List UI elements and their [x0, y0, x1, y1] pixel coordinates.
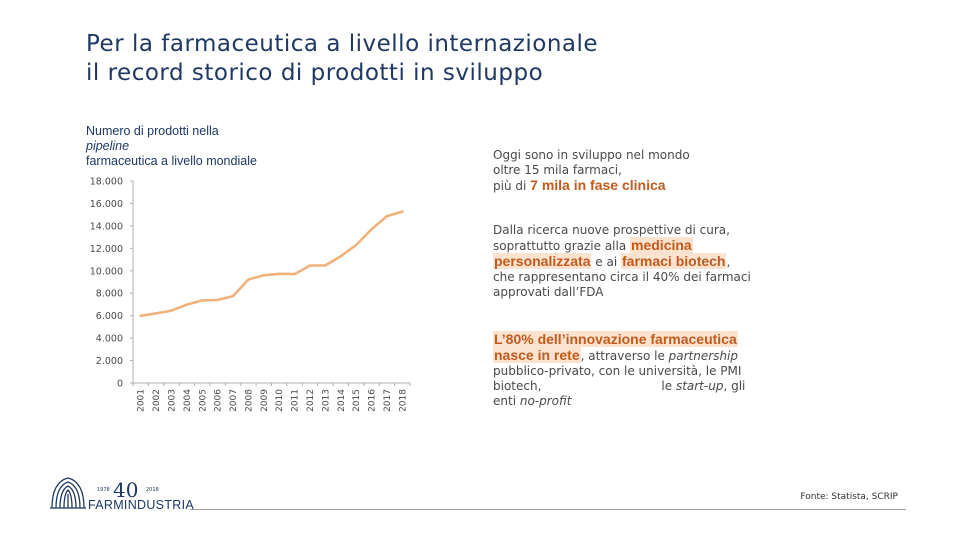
caption-text: Numero di prodotti nella [86, 124, 219, 138]
p2-line-2: soprattutto grazie alla medicina [493, 237, 793, 254]
p1-line-2: oltre 15 mila farmaci, [493, 163, 622, 177]
x-tick-label: 2006 [214, 389, 224, 412]
data-point [170, 309, 173, 312]
y-tick-label: 12.000 [90, 244, 123, 255]
p3-line-3: pubblico-privato, con le università, le … [493, 364, 742, 378]
data-point [155, 312, 157, 315]
x-tick-label: 2017 [383, 389, 393, 412]
y-tick-label: 10.000 [90, 266, 123, 277]
chart-caption: Numero di prodotti nella pipeline farmac… [86, 124, 346, 169]
logo-anniversary-number: 40 [113, 478, 139, 502]
x-tick-label: 2018 [398, 389, 408, 412]
p3-line-5: enti no-profit [493, 394, 793, 409]
x-tick-label: 2009 [260, 389, 270, 412]
p2-text: soprattutto grazie alla [493, 239, 631, 253]
info-paragraph-3: L’80% dell’innovazione farmaceutica nasc… [493, 331, 793, 409]
data-point [139, 314, 142, 317]
logo-year-start: 1978 [97, 487, 110, 493]
p3-le: le [661, 379, 676, 393]
x-tick-label: 2008 [244, 389, 254, 412]
x-tick-label: 2001 [137, 389, 147, 412]
caption-italic: pipeline [86, 139, 130, 153]
y-tick-label: 18.000 [90, 177, 123, 188]
title-line-2: il record storico di prodotti in svilupp… [86, 60, 544, 86]
footer-divider [190, 509, 906, 510]
highlight-medicina: medicina [630, 237, 693, 253]
p3-enti: enti [493, 394, 520, 408]
x-tick-label: 2003 [167, 389, 177, 412]
chart-caption-line-2: farmaceutica a livello mondiale [86, 154, 257, 168]
x-tick-label: 2002 [152, 389, 162, 412]
highlight-personalizzata: personalizzata [493, 253, 592, 269]
data-point [309, 264, 311, 267]
p3-gli: , gli [723, 379, 746, 393]
logo-year-end: 2018 [146, 487, 159, 493]
p1-text: più di [493, 179, 531, 193]
info-paragraph-1: Oggi sono in sviluppo nel mondo oltre 15… [493, 148, 793, 194]
p3-italic-startup: start-up [675, 379, 724, 393]
data-point [278, 273, 280, 275]
source-note: Fonte: Statista, SCRIP [800, 492, 898, 502]
data-point [263, 274, 265, 277]
highlight-farmaci-biotech: farmaci biotech [621, 253, 727, 269]
highlight-innovazione: L’80% dell’innovazione farmaceutica [493, 331, 738, 347]
y-tick-label: 6.000 [96, 311, 123, 322]
p3-line-4: biotech, le start-up, gli [493, 379, 793, 394]
x-tick-label: 2015 [352, 389, 362, 412]
data-point [401, 210, 404, 213]
data-point [355, 244, 357, 246]
p3-italic-partnership: partnership [668, 349, 738, 363]
p3-line-2: nasce in rete, attraverso le partnership [493, 347, 793, 364]
data-point [232, 295, 234, 297]
x-tick-label: 2010 [275, 389, 285, 412]
p1-line-1: Oggi sono in sviluppo nel mondo [493, 148, 690, 162]
series-line-prodotti [139, 210, 404, 318]
p2-line-4: che rappresentano circa il 40% dei farma… [493, 270, 751, 284]
highlight-rete: nasce in rete [493, 347, 581, 363]
p2-line-1: Dalla ricerca nuove prospettive di cura, [493, 223, 730, 237]
x-tick-label: 2016 [368, 389, 378, 412]
info-paragraph-2: Dalla ricerca nuove prospettive di cura,… [493, 223, 793, 300]
y-tick-label: 8.000 [96, 289, 123, 300]
y-tick-label: 14.000 [90, 221, 123, 232]
x-tick-label: 2013 [321, 389, 331, 412]
data-point [293, 273, 296, 275]
p2-mid-text: e ai [591, 255, 621, 269]
y-tick-label: 0 [117, 379, 123, 390]
p2-line-3: personalizzata e ai farmaci biotech, [493, 253, 793, 270]
data-point [339, 255, 342, 257]
farmindustria-logo-icon [50, 477, 86, 509]
chart-caption-line-1: Numero di prodotti nella pipeline [86, 124, 346, 154]
x-tick-label: 2014 [337, 389, 347, 412]
p3-line-1: L’80% dell’innovazione farmaceutica [493, 331, 793, 348]
data-point [370, 228, 373, 231]
p3-mid-text: , attraverso le [580, 349, 669, 363]
x-tick-label: 2011 [291, 389, 301, 412]
y-tick-label: 4.000 [96, 334, 123, 345]
logo-brand-name: FARMINDUSTRIA [88, 498, 194, 512]
title-line-1: Per la farmaceutica a livello internazio… [86, 31, 599, 57]
data-point [386, 215, 388, 217]
data-point [247, 278, 250, 281]
y-tick-label: 16.000 [90, 199, 123, 210]
data-point [324, 264, 327, 267]
y-tick-label: 2.000 [96, 356, 123, 367]
highlight-clinical-phase: 7 mila in fase clinica [530, 177, 666, 193]
x-tick-label: 2004 [183, 389, 193, 412]
p3-italic-noprofit: no-profit [519, 394, 572, 408]
p1-line-3: più di 7 mila in fase clinica [493, 178, 793, 194]
data-point [201, 299, 204, 302]
x-tick-label: 2005 [198, 389, 208, 412]
page-title: Per la farmaceutica a livello internazio… [86, 30, 706, 88]
p2-line-5: approvati dall’FDA [493, 285, 604, 299]
x-tick-label: 2012 [306, 389, 316, 412]
p3-biotech: biotech, [493, 379, 542, 393]
data-point [216, 299, 219, 301]
data-point [186, 303, 188, 306]
p2-end-text: , [726, 255, 731, 269]
x-tick-label: 2007 [229, 389, 239, 412]
